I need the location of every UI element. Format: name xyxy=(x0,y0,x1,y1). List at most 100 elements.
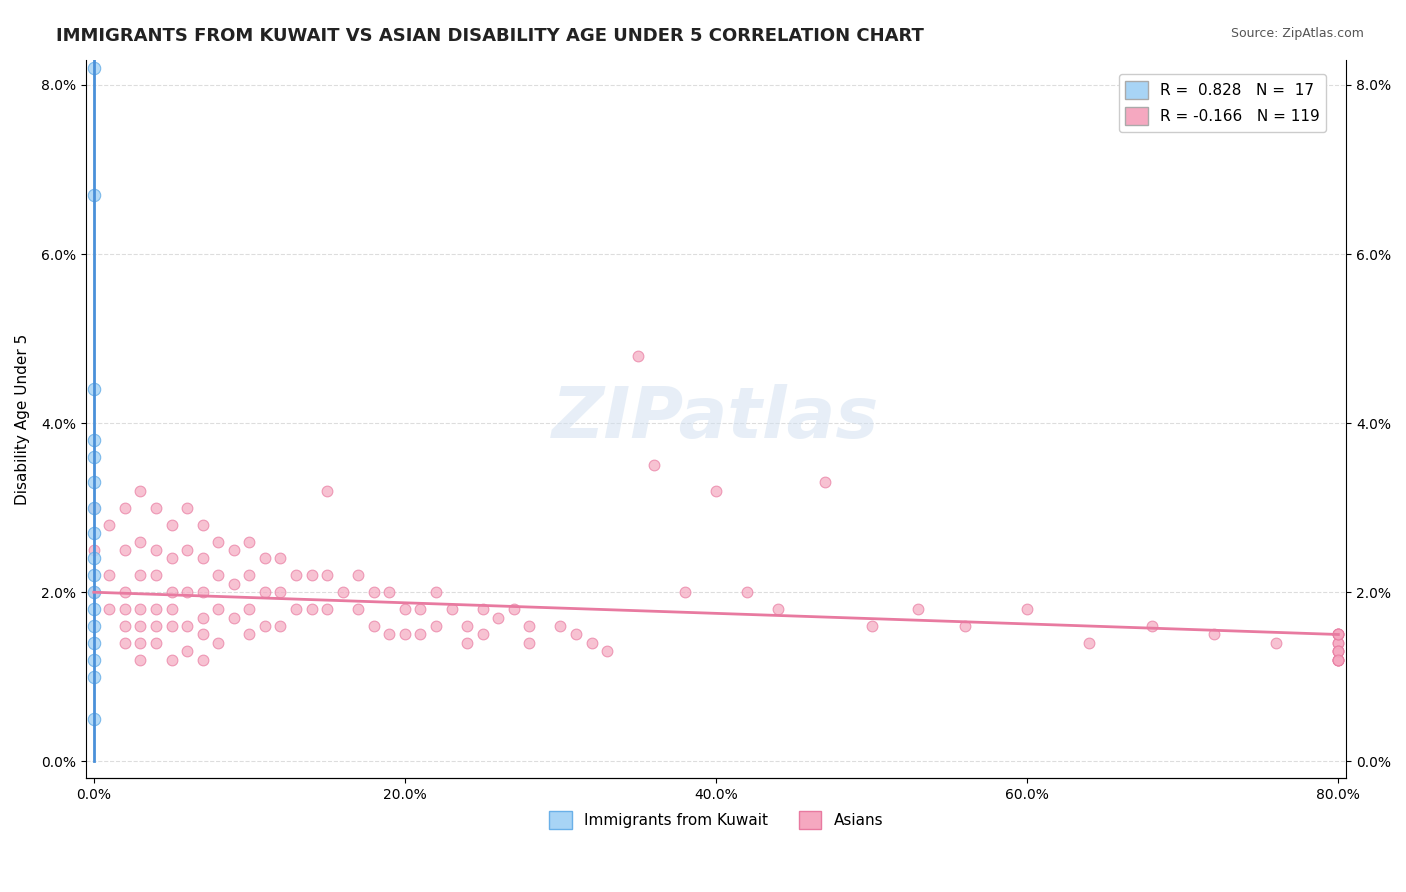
Point xyxy=(285,568,308,582)
Point xyxy=(347,568,370,582)
Point xyxy=(176,500,198,515)
Point xyxy=(207,534,229,549)
Point xyxy=(83,543,105,558)
Point xyxy=(129,619,152,633)
Point xyxy=(378,627,401,641)
Point xyxy=(363,619,385,633)
Point xyxy=(83,712,105,726)
Point xyxy=(207,568,229,582)
Point xyxy=(114,602,136,616)
Point xyxy=(129,534,152,549)
Point xyxy=(253,551,276,566)
Point xyxy=(1327,636,1350,650)
Point xyxy=(1078,636,1101,650)
Point xyxy=(83,602,105,616)
Point xyxy=(269,585,291,599)
Point xyxy=(907,602,929,616)
Point xyxy=(160,551,183,566)
Point xyxy=(269,551,291,566)
Point xyxy=(519,619,541,633)
Point xyxy=(222,543,245,558)
Point xyxy=(768,602,790,616)
Text: Source: ZipAtlas.com: Source: ZipAtlas.com xyxy=(1230,27,1364,40)
Point xyxy=(394,602,416,616)
Point xyxy=(456,619,478,633)
Point xyxy=(129,568,152,582)
Point xyxy=(1327,627,1350,641)
Point xyxy=(643,458,665,473)
Point xyxy=(83,526,105,541)
Point xyxy=(145,619,167,633)
Point xyxy=(502,602,524,616)
Point xyxy=(83,636,105,650)
Point xyxy=(83,619,105,633)
Point xyxy=(1327,644,1350,658)
Point xyxy=(114,636,136,650)
Point xyxy=(98,568,121,582)
Point xyxy=(440,602,463,616)
Point xyxy=(129,602,152,616)
Point xyxy=(425,619,447,633)
Point xyxy=(83,61,105,75)
Point xyxy=(332,585,354,599)
Point xyxy=(191,627,214,641)
Point xyxy=(191,551,214,566)
Point xyxy=(1202,627,1225,641)
Point xyxy=(191,585,214,599)
Point xyxy=(269,619,291,633)
Point xyxy=(471,627,494,641)
Point xyxy=(83,670,105,684)
Point xyxy=(1017,602,1039,616)
Point xyxy=(860,619,883,633)
Point xyxy=(814,475,837,490)
Point xyxy=(1327,627,1350,641)
Point xyxy=(83,475,105,490)
Point xyxy=(145,543,167,558)
Point xyxy=(1327,627,1350,641)
Point xyxy=(222,576,245,591)
Point xyxy=(425,585,447,599)
Point xyxy=(1327,644,1350,658)
Point xyxy=(735,585,758,599)
Point xyxy=(83,568,105,582)
Point xyxy=(145,636,167,650)
Point xyxy=(160,653,183,667)
Point xyxy=(160,517,183,532)
Point xyxy=(83,585,105,599)
Point xyxy=(301,602,323,616)
Point xyxy=(238,534,260,549)
Point xyxy=(114,619,136,633)
Point xyxy=(456,636,478,650)
Point xyxy=(627,349,650,363)
Point xyxy=(704,483,727,498)
Point xyxy=(145,500,167,515)
Point xyxy=(83,187,105,202)
Point xyxy=(83,585,105,599)
Point xyxy=(83,500,105,515)
Point xyxy=(238,568,260,582)
Point xyxy=(238,627,260,641)
Point xyxy=(114,500,136,515)
Point xyxy=(160,619,183,633)
Point xyxy=(301,568,323,582)
Point xyxy=(565,627,588,641)
Point xyxy=(98,602,121,616)
Point xyxy=(1327,653,1350,667)
Point xyxy=(471,602,494,616)
Point xyxy=(347,602,370,616)
Point xyxy=(238,602,260,616)
Point xyxy=(129,636,152,650)
Text: ZIPatlas: ZIPatlas xyxy=(553,384,880,453)
Point xyxy=(1327,653,1350,667)
Point xyxy=(191,653,214,667)
Point xyxy=(285,602,308,616)
Point xyxy=(83,551,105,566)
Point xyxy=(176,543,198,558)
Point xyxy=(1327,644,1350,658)
Point xyxy=(378,585,401,599)
Point xyxy=(83,450,105,464)
Point xyxy=(486,610,509,624)
Point xyxy=(363,585,385,599)
Point xyxy=(253,585,276,599)
Point xyxy=(98,517,121,532)
